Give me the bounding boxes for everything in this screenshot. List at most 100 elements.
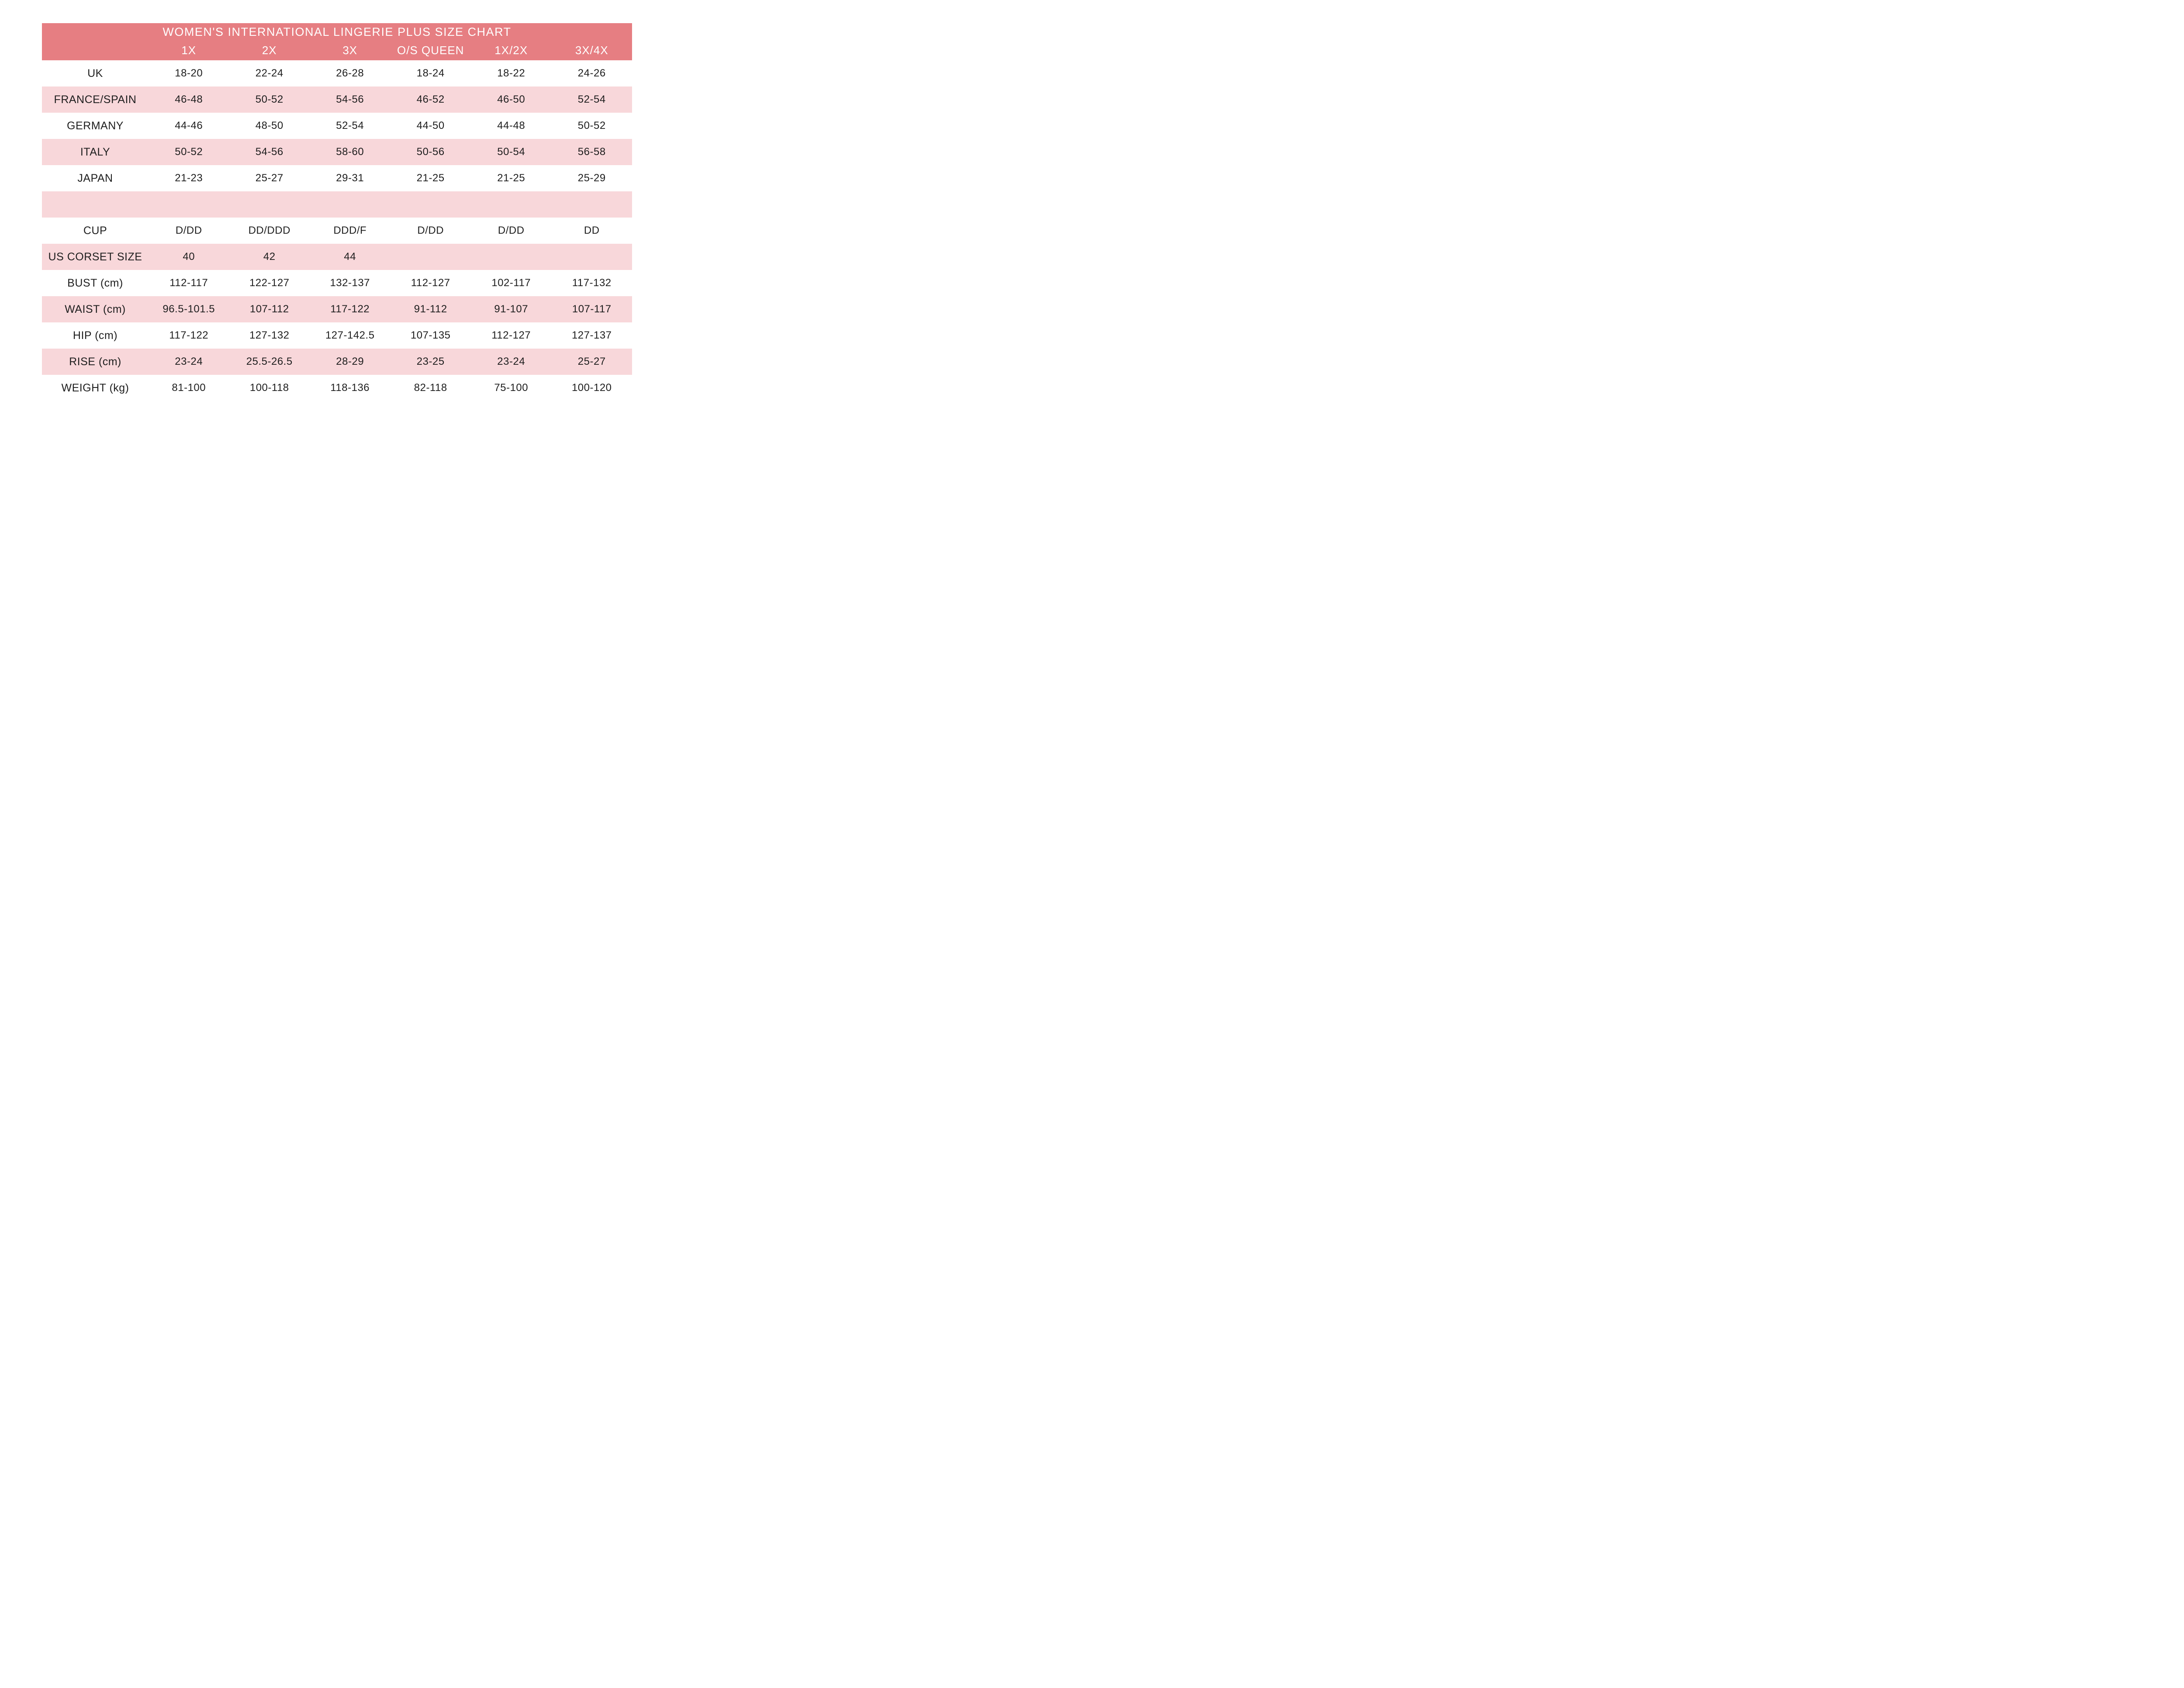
cell-value: 22-24: [255, 67, 283, 79]
cell-value: DD: [584, 225, 600, 236]
cell-value: 40: [183, 251, 195, 263]
table-row: HIP (cm) 117-122 127-132 127-142.5 107-1…: [42, 322, 632, 349]
cell-value: 54-56: [255, 146, 283, 158]
row-label: WEIGHT (kg): [61, 381, 129, 394]
cell-value: D/DD: [498, 225, 525, 236]
row-label: [42, 191, 149, 218]
row-label: US CORSET SIZE: [48, 250, 142, 263]
cell-value: 122-127: [249, 277, 290, 289]
cell-value: 44-50: [416, 120, 445, 131]
cell-value: 52-54: [577, 93, 606, 105]
cell-value: 132-137: [330, 277, 370, 289]
cell-value: 100-120: [571, 382, 612, 394]
cell-value: 127-132: [249, 329, 290, 341]
cell-value: [552, 191, 632, 218]
cell-value: [310, 191, 390, 218]
cell-value: 23-25: [416, 356, 445, 367]
cell-value: DD/DDD: [248, 225, 290, 236]
cell-value: 25-29: [577, 172, 606, 184]
row-label: UK: [87, 67, 103, 80]
table-row: WAIST (cm) 96.5-101.5 107-112 117-122 91…: [42, 296, 632, 322]
column-header-1x2x: 1X/2X: [494, 43, 528, 57]
table-row: UK 18-20 22-24 26-28 18-24 18-22 24-26: [42, 60, 632, 86]
cell-value: 56-58: [577, 146, 606, 158]
cell-value: 50-52: [255, 93, 283, 105]
cell-value: 23-24: [175, 356, 203, 367]
column-header-osqueen: O/S QUEEN: [397, 43, 464, 57]
table-row: [42, 191, 632, 218]
cell-value: 117-122: [169, 329, 209, 341]
table-row: CUP D/DD DD/DDD DDD/F D/DD D/DD DD: [42, 218, 632, 244]
cell-value: 117-132: [572, 277, 612, 289]
cell-value: D/DD: [417, 225, 444, 236]
row-label: HIP (cm): [73, 329, 118, 342]
cell-value: 58-60: [336, 146, 364, 158]
row-label: ITALY: [80, 145, 111, 158]
row-label: GERMANY: [67, 119, 124, 132]
cell-value: 46-48: [175, 93, 203, 105]
table-row: RISE (cm) 23-24 25.5-26.5 28-29 23-25 23…: [42, 349, 632, 375]
cell-value: 91-107: [494, 303, 529, 315]
cell-value: 107-112: [249, 303, 289, 315]
cell-value: 21-25: [416, 172, 445, 184]
cell-value: 112-117: [169, 277, 208, 289]
cell-value: 42: [263, 251, 276, 263]
cell-value: 118-136: [330, 382, 370, 394]
cell-value: [471, 191, 552, 218]
cell-value: 44-46: [175, 120, 203, 131]
cell-value: 52-54: [336, 120, 364, 131]
cell-value: 46-50: [497, 93, 525, 105]
cell-value: D/DD: [175, 225, 202, 236]
table-row: JAPAN 21-23 25-27 29-31 21-25 21-25 25-2…: [42, 165, 632, 191]
cell-value: 50-52: [577, 120, 606, 131]
cell-value: 25.5-26.5: [246, 356, 293, 367]
column-header-spacer: [42, 44, 149, 56]
column-header-3x4x: 3X/4X: [575, 43, 608, 57]
row-label: JAPAN: [77, 172, 113, 184]
cell-value: 44: [344, 251, 356, 263]
cell-value: 44-48: [497, 120, 525, 131]
table-row: GERMANY 44-46 48-50 52-54 44-50 44-48 50…: [42, 113, 632, 139]
cell-value: 117-122: [330, 303, 370, 315]
cell-value: [471, 244, 552, 270]
cell-value: 50-54: [497, 146, 525, 158]
cell-value: DDD/F: [333, 225, 367, 236]
cell-value: [552, 244, 632, 270]
cell-value: 28-29: [336, 356, 364, 367]
cell-value: 18-22: [497, 67, 525, 79]
cell-value: 48-50: [255, 120, 283, 131]
column-header-2x: 2X: [262, 43, 277, 57]
cell-value: 29-31: [336, 172, 364, 184]
size-chart-table: WOMEN'S INTERNATIONAL LINGERIE PLUS SIZE…: [42, 23, 632, 401]
cell-value: 81-100: [172, 382, 206, 394]
row-label: RISE (cm): [69, 355, 121, 368]
cell-value: 107-117: [572, 303, 612, 315]
cell-value: 21-23: [175, 172, 203, 184]
row-label: FRANCE/SPAIN: [54, 93, 137, 106]
cell-value: 127-137: [571, 329, 612, 341]
cell-value: 26-28: [336, 67, 364, 79]
cell-value: 50-56: [416, 146, 445, 158]
row-label: BUST (cm): [67, 277, 123, 289]
table-row: ITALY 50-52 54-56 58-60 50-56 50-54 56-5…: [42, 139, 632, 165]
column-header-row: 1X 2X 3X O/S QUEEN 1X/2X 3X/4X: [42, 43, 632, 57]
cell-value: 50-52: [175, 146, 203, 158]
cell-value: 100-118: [249, 382, 289, 394]
cell-value: 91-112: [414, 303, 447, 315]
row-label: WAIST (cm): [65, 303, 126, 315]
cell-value: 23-24: [497, 356, 525, 367]
cell-value: 25-27: [255, 172, 283, 184]
table-row: US CORSET SIZE 40 42 44: [42, 244, 632, 270]
cell-value: 18-24: [416, 67, 445, 79]
cell-value: 107-135: [410, 329, 451, 341]
cell-value: [149, 191, 229, 218]
table-row: FRANCE/SPAIN 46-48 50-52 54-56 46-52 46-…: [42, 86, 632, 113]
cell-value: 18-20: [175, 67, 203, 79]
cell-value: 46-52: [416, 93, 445, 105]
cell-value: [229, 191, 310, 218]
row-label: CUP: [83, 224, 107, 237]
table-row: BUST (cm) 112-117 122-127 132-137 112-12…: [42, 270, 632, 296]
cell-value: [390, 191, 471, 218]
column-header-1x: 1X: [181, 43, 197, 57]
cell-value: 75-100: [494, 382, 529, 394]
